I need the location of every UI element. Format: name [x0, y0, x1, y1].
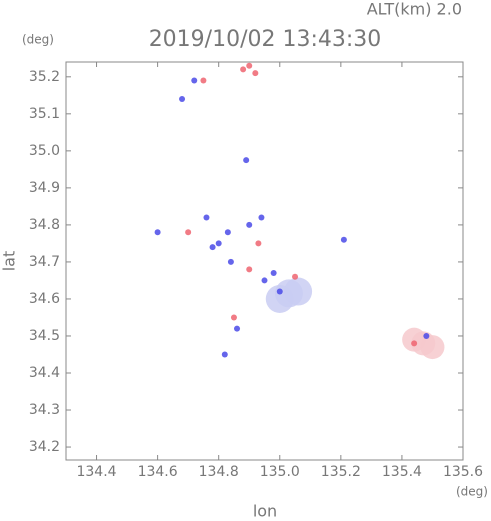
- x-tick-label: 134.4: [76, 464, 116, 480]
- y-tick-label: 35.0: [29, 143, 60, 159]
- echo-point: [227, 258, 234, 265]
- echo-point: [215, 240, 222, 247]
- x-tick-label: 135.4: [382, 464, 422, 480]
- altitude-label: ALT(km) 2.0: [367, 0, 462, 19]
- echo-point: [209, 244, 216, 251]
- x-tick-label: 135.0: [260, 464, 300, 480]
- echo-point: [402, 327, 427, 352]
- echo-point: [191, 77, 198, 84]
- echo-point: [240, 66, 247, 73]
- echo-point: [246, 266, 253, 273]
- echo-point: [270, 270, 277, 277]
- echo-point: [154, 229, 161, 236]
- y-tick-label: 34.7: [29, 254, 60, 270]
- echo-point: [276, 288, 283, 295]
- echo-point: [179, 96, 186, 103]
- echo-point: [185, 229, 192, 236]
- echo-point: [252, 70, 259, 77]
- x-tick-label: 134.8: [199, 464, 239, 480]
- x-tick-label: 135.2: [321, 464, 361, 480]
- y-tick-label: 34.5: [29, 328, 60, 344]
- plot-frame: [65, 61, 464, 461]
- echo-point: [258, 214, 265, 221]
- echo-point: [200, 77, 207, 84]
- y-tick-label: 35.1: [29, 106, 60, 122]
- y-tick-label: 35.2: [29, 69, 60, 85]
- x-unit: (deg): [456, 485, 488, 499]
- echo-point: [230, 314, 237, 321]
- echo-point: [234, 325, 241, 332]
- y-tick-label: 34.3: [29, 402, 60, 418]
- echo-point: [284, 277, 313, 306]
- echo-point: [261, 277, 268, 284]
- echo-point: [423, 332, 430, 339]
- echo-point: [243, 157, 250, 164]
- y-tick-label: 34.8: [29, 217, 60, 233]
- echo-point: [203, 214, 210, 221]
- chart-title: 2019/10/02 13:43:30: [149, 27, 382, 52]
- echo-point: [224, 229, 231, 236]
- x-tick-label: 135.6: [443, 464, 483, 480]
- y-tick-label: 34.6: [29, 291, 60, 307]
- y-axis-label: lat: [0, 251, 19, 272]
- y-tick-label: 34.9: [29, 180, 60, 196]
- echo-point: [411, 340, 418, 347]
- x-axis-label: lon: [253, 502, 277, 521]
- y-tick-label: 34.2: [29, 439, 60, 455]
- echo-point: [246, 221, 253, 228]
- echo-point: [221, 351, 228, 358]
- y-unit: (deg): [22, 33, 54, 47]
- echo-point: [246, 62, 253, 69]
- echo-point: [292, 273, 299, 280]
- echo-point: [255, 240, 262, 247]
- echo-point: [340, 236, 347, 243]
- echo-point: [420, 335, 445, 360]
- y-tick-label: 34.4: [29, 365, 60, 381]
- x-tick-label: 134.6: [138, 464, 178, 480]
